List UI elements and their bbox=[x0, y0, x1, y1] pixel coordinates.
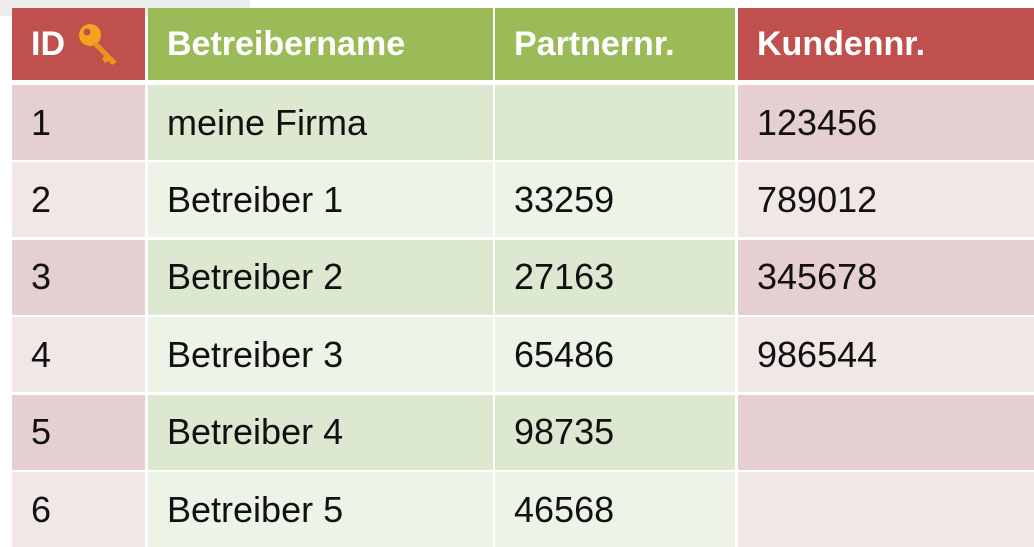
cell-text: 5 bbox=[31, 411, 52, 453]
cell-text: Betreiber 4 bbox=[167, 411, 344, 453]
header-cell: Partnernr. bbox=[495, 8, 735, 80]
cell-text: ID bbox=[31, 24, 65, 63]
cell-text: 345678 bbox=[757, 256, 878, 298]
cell-text: Betreibername bbox=[167, 24, 406, 63]
cell-text: 2 bbox=[31, 178, 52, 220]
cell-text: 4 bbox=[31, 333, 52, 375]
cell-text: 6 bbox=[31, 488, 52, 530]
header-cell: Kundennr. bbox=[738, 8, 1034, 80]
cell-text: 1 bbox=[31, 101, 52, 143]
body-cell: 6 bbox=[12, 472, 145, 547]
cell-text: 65486 bbox=[514, 333, 615, 375]
body-cell bbox=[738, 472, 1034, 547]
cell-text: 46568 bbox=[514, 488, 615, 530]
body-cell: 1 bbox=[12, 85, 145, 160]
body-cell: 27163 bbox=[495, 239, 735, 315]
body-cell: 4 bbox=[12, 317, 145, 393]
body-cell: 33259 bbox=[495, 162, 735, 238]
cell-text: Kundennr. bbox=[757, 24, 926, 63]
body-cell: Betreiber 4 bbox=[148, 394, 493, 470]
cell-text: Betreiber 5 bbox=[167, 488, 344, 530]
body-cell: 986544 bbox=[738, 317, 1034, 393]
cell-text: 789012 bbox=[757, 178, 878, 220]
body-cell: 345678 bbox=[738, 239, 1034, 315]
cell-text: Betreiber 3 bbox=[167, 333, 344, 375]
cell-text: 98735 bbox=[514, 411, 615, 453]
cell-text: meine Firma bbox=[167, 101, 368, 143]
body-cell bbox=[738, 394, 1034, 470]
cell-text: Betreiber 2 bbox=[167, 256, 344, 298]
header-cell: Betreibername bbox=[148, 8, 493, 80]
body-cell: Betreiber 3 bbox=[148, 317, 493, 393]
cell-text: 123456 bbox=[757, 101, 878, 143]
cell-text: Partnernr. bbox=[514, 24, 675, 63]
cell-text: 27163 bbox=[514, 256, 615, 298]
body-cell: 123456 bbox=[738, 85, 1034, 160]
cell-text: 3 bbox=[31, 256, 52, 298]
body-cell: 65486 bbox=[495, 317, 735, 393]
body-cell: meine Firma bbox=[148, 85, 493, 160]
cell-text: Betreiber 1 bbox=[167, 178, 344, 220]
body-cell: Betreiber 5 bbox=[148, 472, 493, 547]
body-cell: Betreiber 1 bbox=[148, 162, 493, 238]
body-cell bbox=[495, 85, 735, 160]
body-cell: 46568 bbox=[495, 472, 735, 547]
key-icon bbox=[79, 24, 117, 65]
body-cell: Betreiber 2 bbox=[148, 239, 493, 315]
body-cell: 98735 bbox=[495, 394, 735, 470]
cell-text: 33259 bbox=[514, 178, 615, 220]
body-cell: 3 bbox=[12, 239, 145, 315]
header-cell: ID bbox=[12, 8, 145, 80]
body-cell: 2 bbox=[12, 162, 145, 238]
body-cell: 5 bbox=[12, 394, 145, 470]
cell-text: 986544 bbox=[757, 333, 878, 375]
body-cell: 789012 bbox=[738, 162, 1034, 238]
